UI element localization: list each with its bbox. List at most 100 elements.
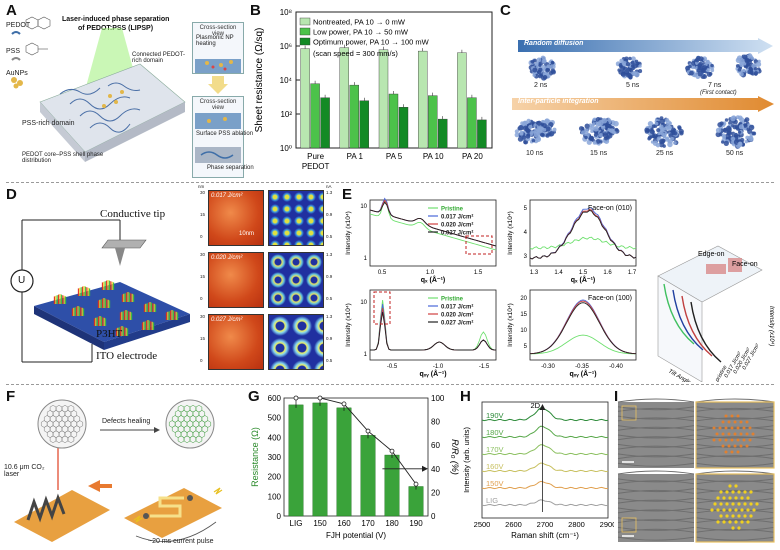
lattice-atom [716, 496, 720, 500]
y-tick-label: 5 [524, 206, 528, 212]
x-tick-label: 1.3 [530, 270, 539, 276]
atom [532, 73, 536, 78]
tem-fringe [617, 436, 695, 441]
legend-swatch [299, 17, 311, 26]
legend-swatch [299, 27, 311, 36]
y-axis-label: Intensity (x10⁴) [345, 303, 352, 347]
atom [628, 75, 633, 80]
atom [541, 58, 547, 64]
y-tick-label: 4 [524, 230, 528, 236]
atom [735, 64, 740, 68]
atom [530, 60, 535, 64]
atom [631, 56, 636, 62]
tem-fringe [695, 536, 775, 541]
cluster-top [615, 56, 643, 80]
x-tick-label: 2700 [537, 520, 554, 529]
x-tick-label: 160 [337, 519, 351, 528]
atom [532, 67, 538, 73]
panel-letter-h: H [460, 388, 471, 405]
ratio-point [341, 401, 347, 407]
inter-particle-arrow [512, 96, 774, 112]
ablation-label: Surface PSS ablation [196, 131, 254, 137]
atom [702, 74, 707, 79]
atom [608, 124, 613, 129]
atom [545, 126, 551, 132]
atom [698, 56, 704, 62]
bar [300, 48, 310, 149]
bar [417, 50, 428, 149]
x-tick-label: 190 [409, 519, 423, 528]
atom [628, 56, 632, 61]
defects-healing-label: Defects healing [102, 418, 151, 425]
roi-box [621, 405, 637, 421]
bar [437, 118, 448, 149]
panel-letter-e: E [342, 186, 353, 203]
x-axis-label: qₓᵧ (Å⁻¹) [419, 369, 446, 378]
first-contact-label: (First contact) [700, 90, 737, 96]
lattice-atom [733, 420, 737, 424]
atom [607, 127, 612, 132]
tem-fringe [695, 489, 775, 494]
spectrum-label: 160V [486, 462, 504, 471]
tem-fringe [695, 526, 775, 531]
atom [526, 118, 531, 124]
edge-on-crystal [706, 264, 726, 274]
afm-height-tick: 15 [200, 336, 206, 341]
atom [723, 140, 729, 146]
tem-fringe [695, 462, 775, 467]
lattice-atom [725, 514, 729, 518]
lattice-atom [719, 490, 723, 494]
y2-tick-label: 20 [431, 488, 440, 497]
lattice-atom [745, 420, 749, 424]
atom [598, 133, 604, 138]
lattice-atom [721, 420, 725, 424]
atom [731, 124, 735, 128]
panel-letter-f: F [6, 388, 16, 405]
tem-fringe [695, 528, 775, 533]
atom [746, 127, 751, 132]
y-tick-label: 3 [524, 254, 528, 260]
atom [536, 57, 542, 63]
afm-height-tick: 15 [200, 274, 206, 279]
cluster-top [528, 55, 556, 81]
peak-arrowhead [539, 404, 546, 410]
atom [545, 67, 550, 73]
lattice-atom [739, 420, 743, 424]
atom [749, 70, 754, 75]
atom [620, 71, 627, 77]
atom [584, 123, 590, 129]
fluence-label: 0.020 J/cm² [211, 255, 243, 261]
y-axis-label: Resistance (Ω) [250, 427, 260, 487]
atom [652, 134, 656, 139]
atom [649, 129, 655, 134]
y2-tick-label: 100 [431, 394, 445, 403]
z-axis-label: Intensity (x10⁴) [768, 306, 775, 346]
lattice-atom [716, 520, 720, 524]
resistance-bar [336, 407, 352, 517]
lattice-atom [748, 426, 752, 430]
atom [541, 133, 545, 137]
voltage-source-label: U [18, 275, 26, 286]
y-tick-label: 10⁶ [280, 42, 292, 51]
3d-curve [690, 301, 722, 363]
lattice-atom [736, 414, 740, 418]
atom [710, 63, 714, 68]
atom [601, 125, 606, 130]
series-line [370, 303, 497, 351]
lattice-atom [727, 444, 731, 448]
time-10ns: 10 ns [526, 150, 544, 157]
lattice-atom [728, 520, 732, 524]
tem-fringe [695, 407, 775, 412]
x-tick-label: Pure [307, 152, 324, 161]
down-arrow-a [208, 76, 228, 94]
face-on-100-label: Face-on (100) [588, 295, 632, 302]
panel-b: 10⁰ 10² 10⁴ 10⁶ 10⁸ Sheet resistance (Ω/sq) Pu… [248, 0, 498, 180]
atom [670, 136, 674, 141]
tem-fringe [617, 455, 695, 460]
spectrum-label: 190V [486, 411, 504, 420]
connected-domain-label: Connected PEDOT-rich domain [132, 52, 186, 64]
atom [753, 70, 759, 76]
bar [388, 93, 399, 149]
atom [614, 127, 619, 132]
atom [539, 73, 544, 77]
